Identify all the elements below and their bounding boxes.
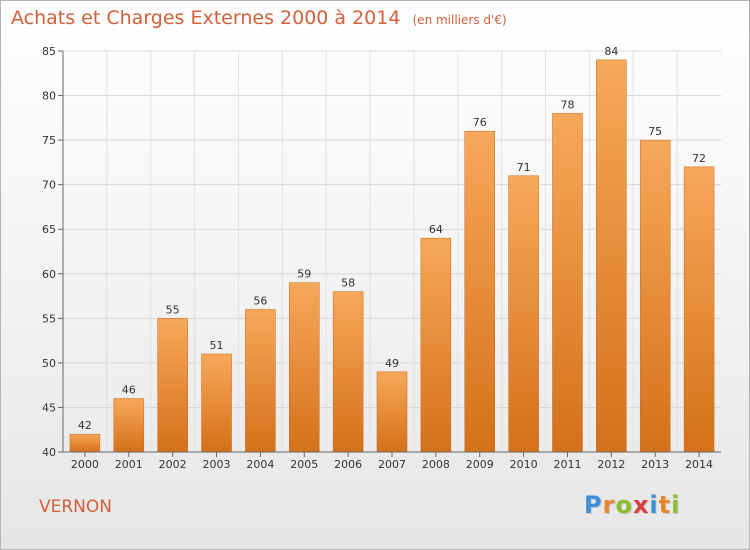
y-tick-label: 75 <box>42 134 56 147</box>
data-label-2000: 42 <box>78 419 92 432</box>
x-tick-label-2000: 2000 <box>71 458 99 471</box>
x-tick-label-2006: 2006 <box>334 458 362 471</box>
data-label-2004: 56 <box>253 294 267 307</box>
x-tick-label-2001: 2001 <box>115 458 143 471</box>
logo-letter-6: i <box>671 491 681 519</box>
x-tick-label-2010: 2010 <box>510 458 538 471</box>
y-tick-label: 50 <box>42 357 56 370</box>
data-label-2006: 58 <box>341 277 355 290</box>
logo-letter-5: t <box>658 491 672 519</box>
bar-2009[interactable] <box>464 130 495 453</box>
data-label-2003: 51 <box>210 339 224 352</box>
data-label-2011: 78 <box>560 98 574 111</box>
x-tick-label-2007: 2007 <box>378 458 406 471</box>
bar-2002[interactable] <box>157 318 188 453</box>
data-label-2014: 72 <box>692 152 706 165</box>
logo-letter-0: P <box>584 491 603 519</box>
data-label-2005: 59 <box>297 268 311 281</box>
bar-2001[interactable] <box>113 398 145 453</box>
bar-2008[interactable] <box>420 237 452 453</box>
x-tick-label-2013: 2013 <box>641 458 669 471</box>
logo-letter-4: i <box>649 491 659 519</box>
y-tick-label: 80 <box>42 90 56 103</box>
bar-2003[interactable] <box>201 353 232 453</box>
bar-2013[interactable] <box>639 139 671 453</box>
bar-2011[interactable] <box>552 113 583 453</box>
y-tick-label: 45 <box>42 401 56 414</box>
bar-2000[interactable] <box>69 433 101 453</box>
x-tick-label-2004: 2004 <box>246 458 274 471</box>
x-tick-label-2008: 2008 <box>422 458 450 471</box>
bar-2006[interactable] <box>332 291 364 453</box>
bars <box>69 59 715 453</box>
data-label-2008: 64 <box>429 223 443 236</box>
x-tick-label-2012: 2012 <box>597 458 625 471</box>
y-tick-label: 55 <box>42 312 56 325</box>
place-name: VERNON <box>39 497 112 517</box>
data-label-2002: 55 <box>166 303 180 316</box>
bar-2005[interactable] <box>289 282 320 453</box>
proxiti-logo[interactable]: Proxiti <box>584 491 680 519</box>
bar-2007[interactable] <box>376 371 408 453</box>
x-tick-label-2003: 2003 <box>203 458 231 471</box>
y-tick-label: 60 <box>42 268 56 281</box>
logo-letter-3: x <box>632 491 650 519</box>
y-tick-label: 40 <box>42 446 56 459</box>
chart-title: Achats et Charges Externes 2000 à 2014 (… <box>11 7 507 29</box>
data-label-2010: 71 <box>517 161 531 174</box>
data-label-2009: 76 <box>473 116 487 129</box>
data-label-2001: 46 <box>122 384 136 397</box>
bar-2012[interactable] <box>596 59 627 453</box>
x-tick-label-2002: 2002 <box>159 458 187 471</box>
data-label-2013: 75 <box>648 125 662 138</box>
bar-2010[interactable] <box>508 175 539 453</box>
bar-2004[interactable] <box>245 309 276 453</box>
logo-letter-1: r <box>602 491 616 519</box>
x-tick-label-2011: 2011 <box>553 458 581 471</box>
y-tick-label: 65 <box>42 223 56 236</box>
x-tick-label-2005: 2005 <box>290 458 318 471</box>
logo-letter-2: o <box>615 491 633 519</box>
y-tick-label: 85 <box>42 45 56 58</box>
labels: 40 45 50 55 60 65 70 75 80 85 42 2000 46 2001 55 2002 51… <box>42 45 713 471</box>
chart-subtitle: (en milliers d'€) <box>412 13 507 27</box>
chart-title-text: Achats et Charges Externes 2000 à 2014 <box>11 7 401 29</box>
data-label-2012: 84 <box>604 45 618 58</box>
y-tick-label: 70 <box>42 179 56 192</box>
x-tick-label-2014: 2014 <box>685 458 713 471</box>
bar-2014[interactable] <box>683 166 715 453</box>
data-label-2007: 49 <box>385 357 399 370</box>
axes <box>58 50 721 457</box>
x-tick-label-2009: 2009 <box>466 458 494 471</box>
